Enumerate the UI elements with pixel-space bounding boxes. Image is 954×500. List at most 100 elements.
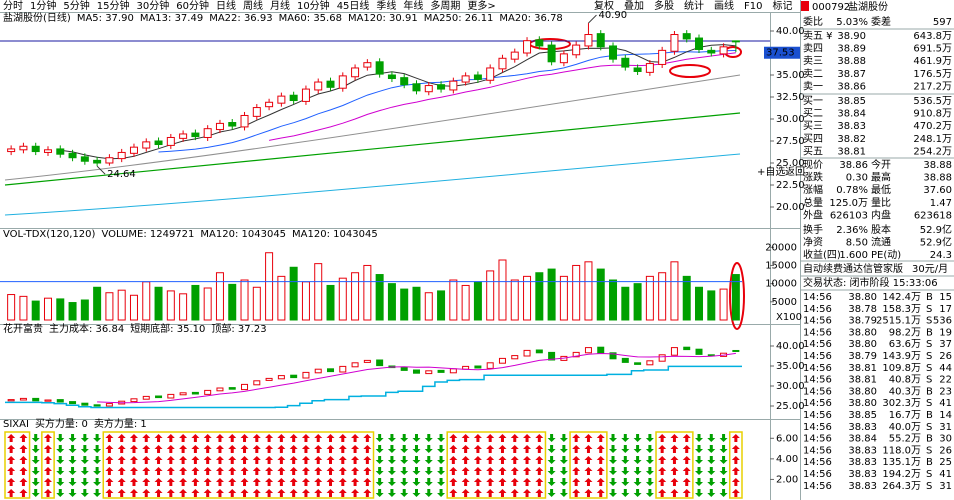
toolbar-tab[interactable]: 日线 bbox=[216, 0, 236, 12]
tick-side: S bbox=[926, 375, 932, 386]
book-label: 买四 bbox=[803, 133, 823, 145]
promo-price[interactable]: 30元/月 bbox=[912, 263, 948, 275]
book-volume: 910.8万 bbox=[913, 109, 952, 120]
signal-box bbox=[41, 431, 55, 499]
toolbar-tab[interactable]: 15分钟 bbox=[97, 0, 130, 12]
signal-box bbox=[569, 431, 608, 499]
toolbar-tab[interactable]: 5分钟 bbox=[63, 0, 89, 12]
toolbar-button[interactable]: 标记 bbox=[772, 0, 792, 12]
signal-arrow bbox=[179, 478, 188, 486]
signal-arrow bbox=[731, 478, 740, 486]
volume-bar bbox=[166, 290, 175, 321]
tick-count: 536 bbox=[933, 316, 952, 327]
toolbar-tab[interactable]: 季线 bbox=[376, 0, 396, 12]
book-label: 买三 bbox=[803, 120, 823, 132]
toolbar-button[interactable]: 叠加 bbox=[624, 0, 644, 12]
signal-arrow bbox=[80, 489, 89, 497]
toolbar-button[interactable]: F10 bbox=[744, 1, 762, 12]
toolbar-button[interactable]: 画线 bbox=[714, 0, 734, 12]
candle-body bbox=[633, 67, 642, 72]
toolbar-button[interactable]: +自选 bbox=[757, 165, 785, 178]
signal-arrow bbox=[154, 434, 163, 442]
signal-arrow bbox=[695, 467, 704, 475]
toolbar-button[interactable]: 复权 bbox=[594, 0, 614, 12]
signal-arrow bbox=[572, 445, 581, 453]
signal-arrow bbox=[129, 467, 138, 475]
signal-arrow bbox=[498, 467, 507, 475]
signal-arrow bbox=[596, 456, 605, 464]
toolbar-tab[interactable]: 更多> bbox=[467, 0, 495, 12]
signal-arrow bbox=[301, 467, 310, 475]
toolbar-tab[interactable]: 月线 bbox=[270, 0, 290, 12]
signal-arrow bbox=[449, 467, 458, 475]
signal-arrow bbox=[129, 456, 138, 464]
signal-arrow bbox=[117, 456, 126, 464]
signal-arrow bbox=[240, 434, 249, 442]
signal-arrow bbox=[129, 478, 138, 486]
toolbar-button[interactable]: 统计 bbox=[684, 0, 704, 12]
candle-body bbox=[68, 152, 77, 159]
signal-arrow bbox=[7, 478, 16, 486]
candle-body bbox=[351, 67, 360, 78]
signal-arrow bbox=[289, 478, 298, 486]
y-tick-label: 35.00 bbox=[776, 70, 805, 81]
candle-body bbox=[326, 80, 335, 88]
toolbar-tab[interactable]: 1分钟 bbox=[30, 0, 56, 12]
tick-time: 14:56 bbox=[803, 351, 832, 362]
tick-count: 41 bbox=[939, 469, 952, 480]
toolbar-tab[interactable]: 多周期 bbox=[430, 0, 460, 12]
tick-side: S bbox=[926, 445, 932, 456]
toolbar-button[interactable]: 返回 bbox=[785, 166, 805, 178]
signal-arrow bbox=[670, 489, 679, 497]
book-volume: 217.2万 bbox=[913, 81, 952, 92]
signal-box bbox=[655, 431, 694, 499]
signal-arrow bbox=[670, 456, 679, 464]
candle-body bbox=[93, 159, 102, 164]
signal-arrow bbox=[437, 489, 446, 497]
signal-arrow bbox=[633, 489, 642, 497]
signal-arrow bbox=[559, 445, 568, 453]
book-price: 38.84 bbox=[837, 109, 866, 120]
tick-price: 38.79 bbox=[848, 316, 877, 327]
y-tick-label: 4.00 bbox=[776, 454, 798, 465]
signal-arrow bbox=[68, 489, 77, 497]
toolbar-tab[interactable]: 年线 bbox=[403, 0, 423, 12]
promo[interactable]: 自动续费通达信管家版 bbox=[803, 262, 903, 275]
tick-time: 14:56 bbox=[803, 386, 832, 397]
tick-time: 14:56 bbox=[803, 481, 832, 492]
quote-value: 38.88 bbox=[923, 173, 952, 184]
signal-arrow bbox=[547, 478, 556, 486]
tick-volume: 142.4万 bbox=[882, 292, 921, 303]
signal-arrow bbox=[363, 445, 372, 453]
mini-candle bbox=[621, 357, 629, 363]
volume-bar bbox=[535, 272, 544, 321]
mini-candle bbox=[93, 404, 101, 407]
toolbar-tab[interactable]: 分时 bbox=[3, 0, 23, 12]
signal-arrow bbox=[498, 445, 507, 453]
volume-bar bbox=[351, 272, 360, 321]
signal-box bbox=[4, 431, 31, 499]
volume-bar bbox=[93, 286, 102, 321]
panel-title: SIXAI bbox=[3, 419, 29, 430]
signal-arrow bbox=[117, 467, 126, 475]
quote-value: 626103 bbox=[830, 210, 868, 221]
quote-label: 总量 bbox=[803, 196, 823, 209]
book-volume: 176.5万 bbox=[913, 69, 952, 80]
signal-arrow bbox=[719, 489, 728, 497]
tick-volume: 302.3万 bbox=[882, 398, 921, 409]
toolbar-tab[interactable]: 60分钟 bbox=[176, 0, 209, 12]
signal-arrow bbox=[203, 456, 212, 464]
legend-item: MA120: 30.91 bbox=[348, 13, 418, 24]
toolbar-tab[interactable]: 45日线 bbox=[337, 0, 370, 12]
toolbar-tab[interactable]: 30分钟 bbox=[136, 0, 169, 12]
signal-arrow bbox=[547, 456, 556, 464]
toolbar-tab[interactable]: 周线 bbox=[243, 0, 263, 12]
signal-arrow bbox=[584, 456, 593, 464]
signal-arrow bbox=[326, 445, 335, 453]
toolbar-button[interactable]: 多股 bbox=[654, 0, 674, 12]
toolbar-tab[interactable]: 10分钟 bbox=[297, 0, 330, 12]
signal-arrow bbox=[473, 489, 482, 497]
signal-arrow bbox=[719, 456, 728, 464]
signal-arrow bbox=[670, 478, 679, 486]
quote-value: 2.36% bbox=[836, 225, 868, 236]
